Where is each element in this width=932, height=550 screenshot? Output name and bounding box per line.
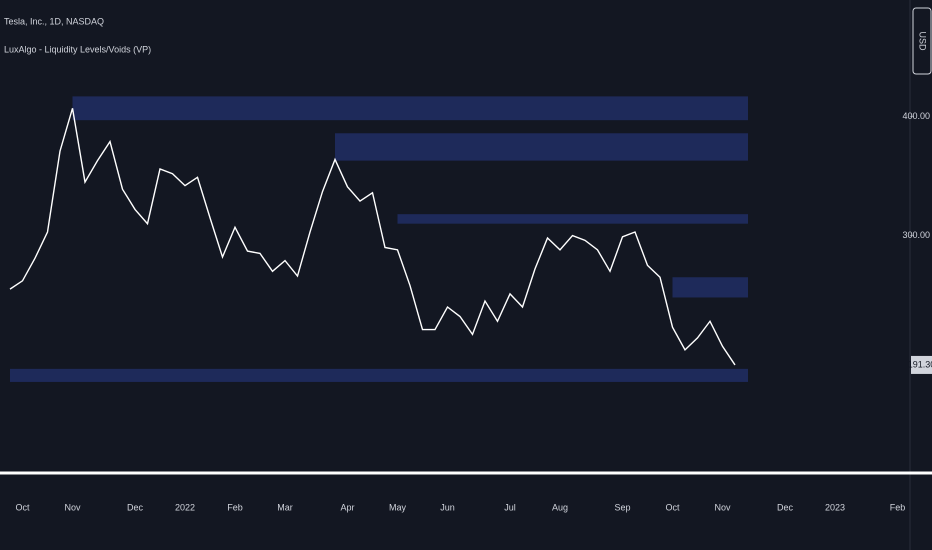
x-tick-label: Apr bbox=[340, 502, 354, 512]
liquidity-void bbox=[72, 96, 748, 121]
x-tick-label: Sep bbox=[614, 502, 630, 512]
indicator-name: LuxAlgo - Liquidity Levels/Voids (VP) bbox=[4, 44, 151, 54]
x-tick-label: Mar bbox=[277, 502, 293, 512]
x-tick-label: Aug bbox=[552, 502, 568, 512]
x-tick-label: Dec bbox=[777, 502, 794, 512]
x-tick-label: Jul bbox=[504, 502, 516, 512]
x-tick-label: Feb bbox=[890, 502, 906, 512]
currency: USD bbox=[918, 31, 928, 51]
x-tick-label: Jun bbox=[440, 502, 455, 512]
chart-title: Tesla, Inc., 1D, NASDAQ bbox=[4, 16, 104, 26]
x-tick-label: Oct bbox=[15, 502, 30, 512]
x-tick-label: Dec bbox=[127, 502, 144, 512]
price-line bbox=[9, 108, 736, 366]
liquidity-void bbox=[335, 133, 748, 161]
x-tick-label: 2023 bbox=[825, 502, 845, 512]
y-tick-label: 300.00 bbox=[902, 230, 930, 240]
currency-box[interactable] bbox=[912, 7, 932, 75]
x-tick-label: Oct bbox=[665, 502, 680, 512]
liquidity-void bbox=[672, 277, 748, 298]
x-tick-label: May bbox=[389, 502, 407, 512]
y-tick-label: 400.00 bbox=[902, 111, 930, 121]
liquidity-void bbox=[397, 214, 748, 224]
last-price-tag bbox=[911, 355, 932, 374]
liquidity-void bbox=[10, 368, 748, 382]
x-tick-label: 2022 bbox=[175, 502, 195, 512]
last-price-label: 191.30 bbox=[908, 359, 932, 369]
x-tick-label: Nov bbox=[714, 502, 731, 512]
x-tick-label: Feb bbox=[227, 502, 243, 512]
x-tick-label: Nov bbox=[64, 502, 81, 512]
